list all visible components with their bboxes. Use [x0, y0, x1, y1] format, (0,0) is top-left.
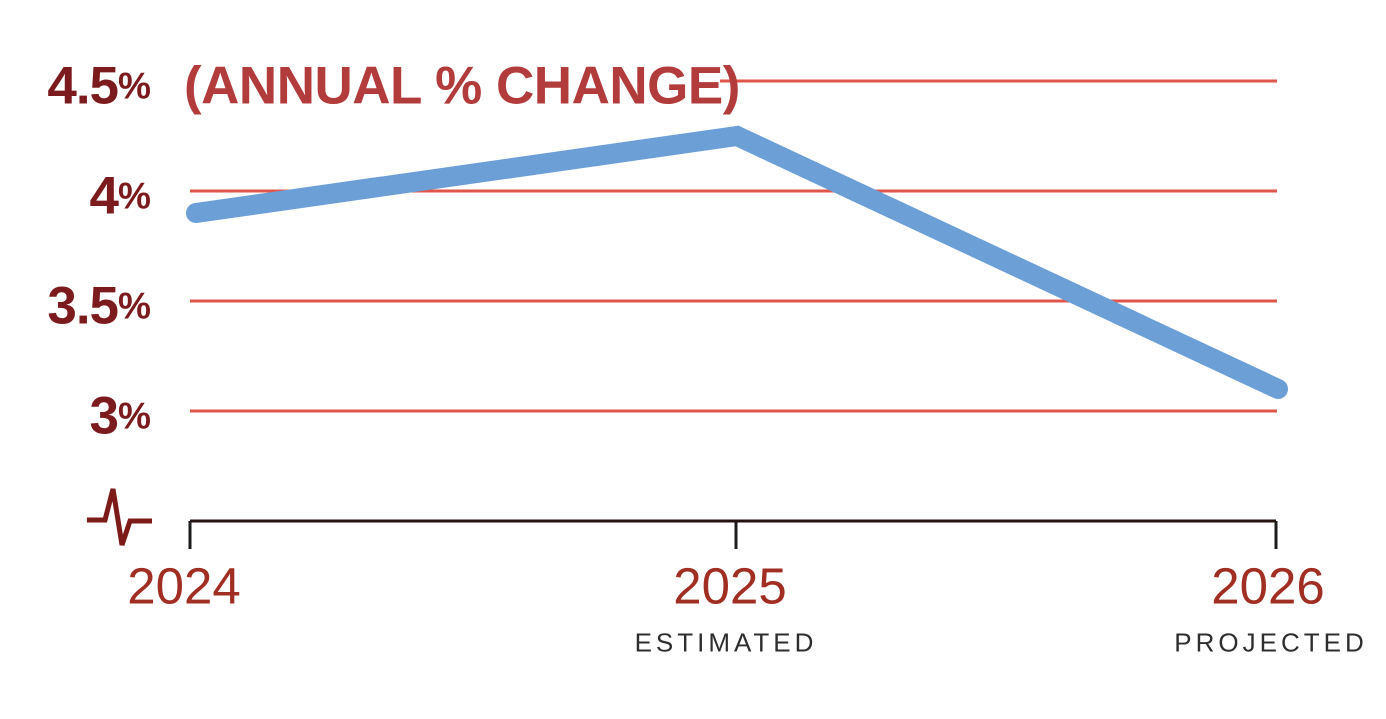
y-tick-label-4-pct: 4% — [0, 166, 151, 227]
y-tick-text: 3% — [89, 386, 151, 446]
chart-title: (ANNUAL % CHANGE) — [184, 56, 740, 116]
y-tick-text: 3.5% — [47, 276, 151, 336]
y-tick-text: 4% — [89, 166, 151, 226]
x-tick-label-2025: 2025 — [673, 557, 787, 615]
y-tick-label-4-5-pct: 4.5% — [0, 56, 151, 117]
x-tick-label-2026: 2026 — [1211, 557, 1325, 615]
x-tick-label-2024: 2024 — [127, 557, 241, 615]
y-tick-label-3-pct: 3% — [0, 386, 151, 447]
x-sublabel-projected: PROJECTED — [1174, 627, 1368, 658]
data-line-annual-percent-change — [186, 125, 1288, 399]
y-tick-text: 4.5% — [47, 56, 151, 116]
y-tick-label-3-5-pct: 3.5% — [0, 276, 151, 337]
x-sublabel-estimated: ESTIMATED — [634, 627, 818, 658]
axis-break-icon — [87, 488, 152, 546]
